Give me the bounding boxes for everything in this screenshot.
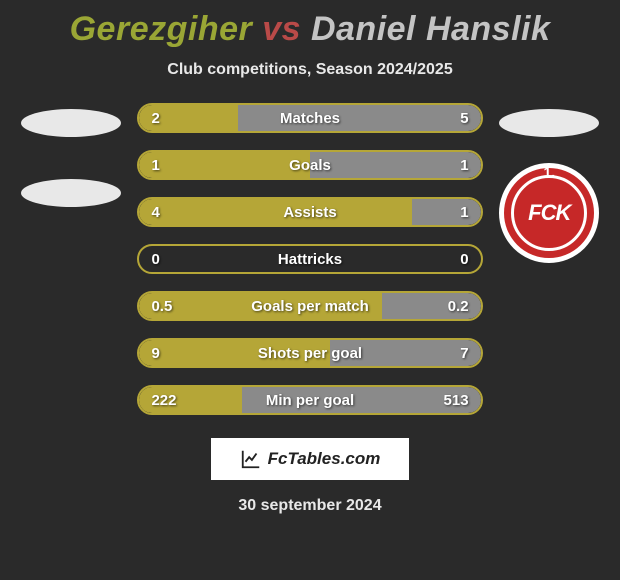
stat-label: Min per goal [139,392,480,409]
stat-bar: 222Min per goal513 [137,385,482,415]
stat-bars: 2Matches5 1Goals1 4Assists1 0Hattricks0 0.5G… [137,103,482,415]
bar-text-row: 9Shots per goal7 [139,340,480,366]
stat-bar: 1Goals1 [137,150,482,180]
left-side-column [18,103,123,207]
vs-text: vs [262,10,301,48]
stat-label: Hattricks [139,251,480,268]
stat-bar: 4Assists1 [137,197,482,227]
badge-inner-ring: FCK [511,175,587,251]
subtitle: Club competitions, Season 2024/2025 [0,61,620,79]
stat-bar: 9Shots per goal7 [137,338,482,368]
stat-bar: 2Matches5 [137,103,482,133]
right-avatar-placeholder [499,109,599,137]
right-side-column: 1. FCK [497,103,602,263]
badge-main-text: FCK [528,200,570,226]
content-row: 2Matches5 1Goals1 4Assists1 0Hattricks0 0.5G… [0,103,620,415]
brand-text: FcTables.com [268,449,381,469]
left-avatar-placeholder-1 [21,109,121,137]
stat-label: Shots per goal [139,345,480,362]
stat-label: Matches [139,110,480,127]
left-avatar-placeholder-2 [21,179,121,207]
player2-name: Daniel Hanslik [311,10,550,48]
bar-text-row: 222Min per goal513 [139,387,480,413]
page-title: Gerezgiher vs Daniel Hanslik [0,10,620,49]
comparison-infographic: Gerezgiher vs Daniel Hanslik Club compet… [0,0,620,580]
stat-label: Assists [139,204,480,221]
chart-icon [240,448,262,470]
footer-brand: FcTables.com [210,437,410,481]
stat-bar: 0.5Goals per match0.2 [137,291,482,321]
stat-label: Goals [139,157,480,174]
bar-text-row: 0Hattricks0 [139,246,480,272]
bar-text-row: 4Assists1 [139,199,480,225]
player1-name: Gerezgiher [70,10,253,48]
stat-bar: 0Hattricks0 [137,244,482,274]
bar-text-row: 1Goals1 [139,152,480,178]
footer-date: 30 september 2024 [0,497,620,515]
bar-text-row: 2Matches5 [139,105,480,131]
bar-text-row: 0.5Goals per match0.2 [139,293,480,319]
club-badge: 1. FCK [499,163,599,263]
stat-label: Goals per match [139,298,480,315]
